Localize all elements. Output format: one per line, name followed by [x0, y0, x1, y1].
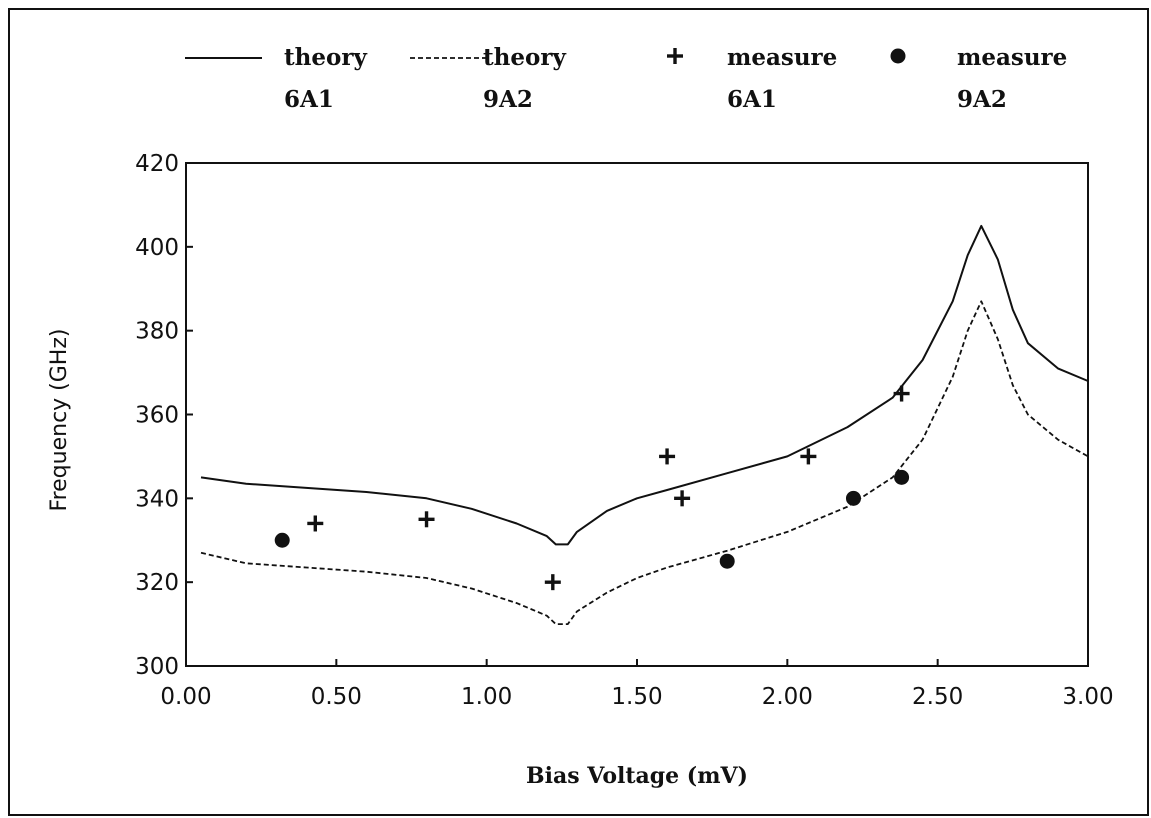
- y-tick-label: 340: [135, 486, 179, 512]
- legend-item-measure-9a2: measure 9A2: [890, 44, 1067, 113]
- legend-label-line2: 6A1: [284, 86, 334, 113]
- series-line-theory-9a2: [200, 300, 1089, 625]
- y-tick-label: 380: [135, 319, 179, 345]
- x-tick-label: 3.00: [1062, 684, 1113, 710]
- data-point-measure-6a1: [544, 574, 561, 591]
- series-layer: [200, 224, 1089, 625]
- data-point-measure-9a2: [719, 553, 735, 569]
- x-tick-label: 2.00: [762, 684, 813, 710]
- legend-label-line2: 6A1: [727, 86, 777, 113]
- data-point-measure-9a2: [274, 532, 290, 548]
- legend-label-line1: measure: [957, 44, 1067, 71]
- legend-label-line2: 9A2: [483, 86, 533, 113]
- data-point-measure-6a1: [418, 511, 435, 528]
- y-tick-label: 420: [135, 151, 179, 177]
- legend-label-line1: theory: [483, 44, 566, 71]
- series-line-theory-6a1: [200, 224, 1089, 546]
- data-point-measure-6a1: [307, 515, 324, 532]
- data-point-measure-6a1: [893, 385, 910, 402]
- y-tick-label: 400: [135, 235, 179, 261]
- y-tick-label: 300: [135, 654, 179, 680]
- legend-item-measure-6a1: measure 6A1: [667, 44, 837, 113]
- legend-item-theory-6a1: theory 6A1: [185, 44, 367, 113]
- x-tick-label: 1.00: [461, 684, 512, 710]
- data-point-measure-9a2: [894, 469, 910, 485]
- x-axis: 0.00 0.50 1.00 1.50 2.00 2.50 3.00: [160, 659, 1114, 710]
- legend-label-line2: 9A2: [957, 86, 1007, 113]
- legend: theory 6A1 theory 9A2 measure 6A1 measur…: [185, 44, 1067, 113]
- legend-label-line1: measure: [727, 44, 837, 71]
- data-point-measure-6a1: [659, 448, 676, 465]
- x-tick-label: 1.50: [611, 684, 662, 710]
- legend-circle-marker-icon: [890, 48, 906, 64]
- x-tick-label: 0.50: [311, 684, 362, 710]
- y-tick-label: 360: [135, 403, 179, 429]
- x-tick-label: 0.00: [160, 684, 211, 710]
- x-tick-label: 2.50: [912, 684, 963, 710]
- legend-item-theory-9a2: theory 9A2: [410, 44, 566, 113]
- plot-area: [185, 162, 1089, 667]
- chart-frame: [8, 8, 1149, 816]
- x-axis-label: Bias Voltage (mV): [526, 763, 748, 789]
- data-point-measure-6a1: [800, 448, 817, 465]
- legend-plus-marker-icon: [667, 48, 683, 64]
- y-axis: 300 320 340 360 380 400 420: [135, 151, 193, 680]
- data-point-measure-6a1: [674, 490, 691, 507]
- y-tick-label: 320: [135, 570, 179, 596]
- y-axis-label: Frequency (GHz): [47, 329, 72, 512]
- legend-label-line1: theory: [284, 44, 367, 71]
- data-point-measure-9a2: [845, 490, 861, 506]
